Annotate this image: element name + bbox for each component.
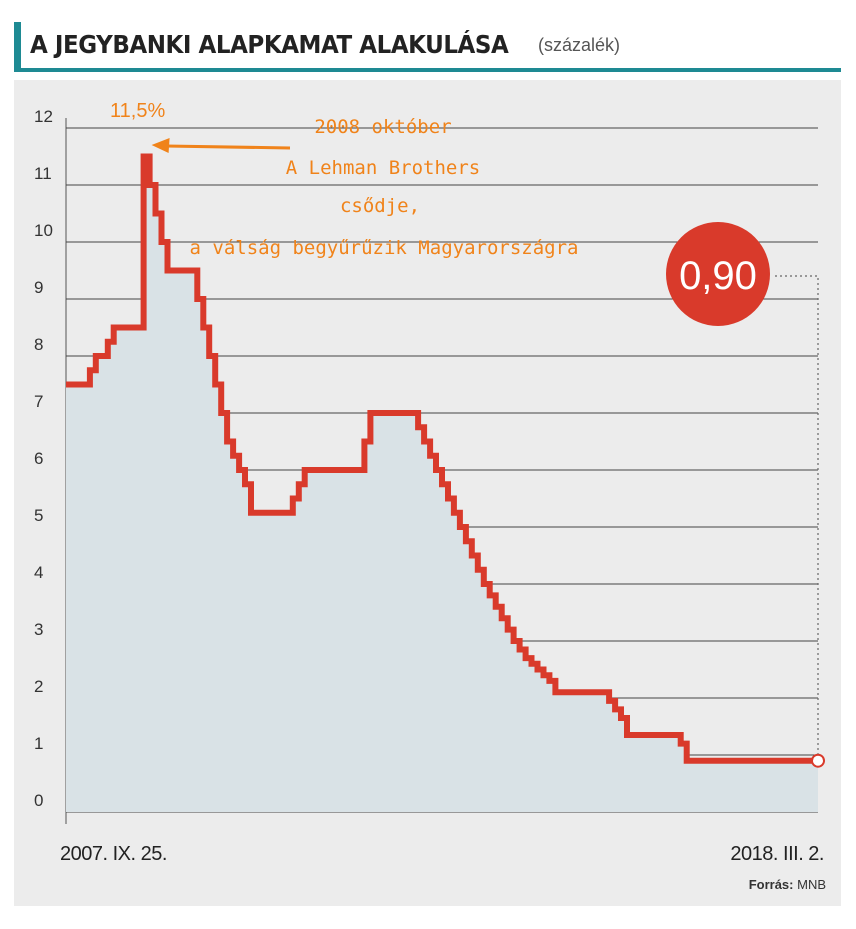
chart-title: A JEGYBANKI ALAPKAMAT ALAKULÁSA <box>30 30 509 59</box>
y-tick-label: 1 <box>34 734 43 753</box>
annotation-arrow-head <box>151 138 170 153</box>
x-tick-label-start: 2007. IX. 25. <box>60 843 167 865</box>
source-note: Forrás: MNB <box>749 877 826 892</box>
value-callout-circle <box>666 222 770 326</box>
annotation-text-line: 2008 október <box>314 116 451 138</box>
annotation-arrow-shaft <box>165 144 291 150</box>
annotation-text-line: a válság begyűrűzik Magyarországra <box>190 237 579 259</box>
header: A JEGYBANKI ALAPKAMAT ALAKULÁSA (százalé… <box>30 30 620 59</box>
end-point-marker <box>811 753 825 768</box>
annotation-text-line: csődje, <box>340 195 420 217</box>
value-callout-label: 0,90 <box>679 254 757 298</box>
chart-subtitle: (százalék) <box>538 35 621 55</box>
header-accent-bar <box>14 22 21 68</box>
y-tick-label: 8 <box>34 335 43 354</box>
y-tick-label: 6 <box>34 449 43 468</box>
x-tick-label-end: 2018. III. 2. <box>730 843 824 865</box>
y-tick-label: 11 <box>34 164 52 183</box>
y-tick-label: 12 <box>34 107 53 126</box>
source-label: Forrás: <box>748 877 794 892</box>
source-value: MNB <box>797 877 826 892</box>
y-tick-label: 2 <box>34 677 43 696</box>
y-tick-label: 7 <box>34 392 43 411</box>
y-tick-label: 5 <box>34 506 43 525</box>
series-line <box>66 153 818 764</box>
header-rule <box>14 68 841 72</box>
y-tick-label: 9 <box>34 278 43 297</box>
y-tick-label: 10 <box>34 221 53 240</box>
peak-value-label: 11,5% <box>110 100 165 122</box>
y-tick-label: 3 <box>34 620 43 639</box>
callout-leader <box>775 275 819 754</box>
y-tick-label: 4 <box>34 563 43 582</box>
y-tick-label: 0 <box>34 791 43 810</box>
annotation-text-line: A Lehman Brothers <box>286 157 480 179</box>
